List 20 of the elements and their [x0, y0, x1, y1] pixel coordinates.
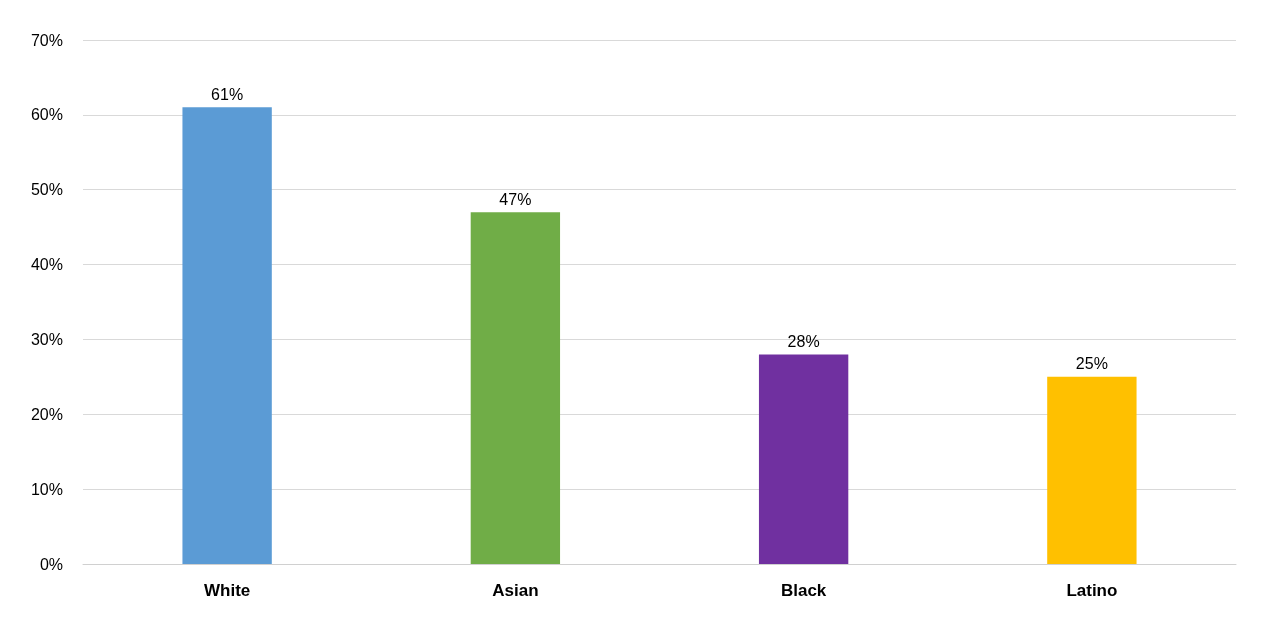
y-tick-label: 10% [30, 480, 63, 498]
bar [1047, 376, 1137, 564]
bar [470, 212, 561, 564]
x-tick-label: Latino [1066, 581, 1118, 600]
y-tick-label: 0% [39, 555, 63, 573]
y-tick-label: 30% [30, 330, 63, 348]
y-tick-label: 70% [30, 31, 63, 49]
x-tick-label: Asian [492, 581, 539, 600]
y-tick-label: 20% [30, 405, 63, 423]
x-tick-label: Black [780, 581, 827, 600]
data-label: 25% [1075, 355, 1108, 373]
y-tick-label: 50% [30, 181, 63, 199]
bar [758, 354, 849, 564]
data-label: 28% [787, 332, 820, 350]
data-label: 61% [211, 85, 244, 103]
y-tick-label: 60% [30, 106, 63, 124]
x-tick-label: White [203, 581, 251, 600]
data-label: 47% [499, 190, 532, 208]
bar [182, 107, 272, 564]
y-tick-label: 40% [30, 256, 63, 274]
